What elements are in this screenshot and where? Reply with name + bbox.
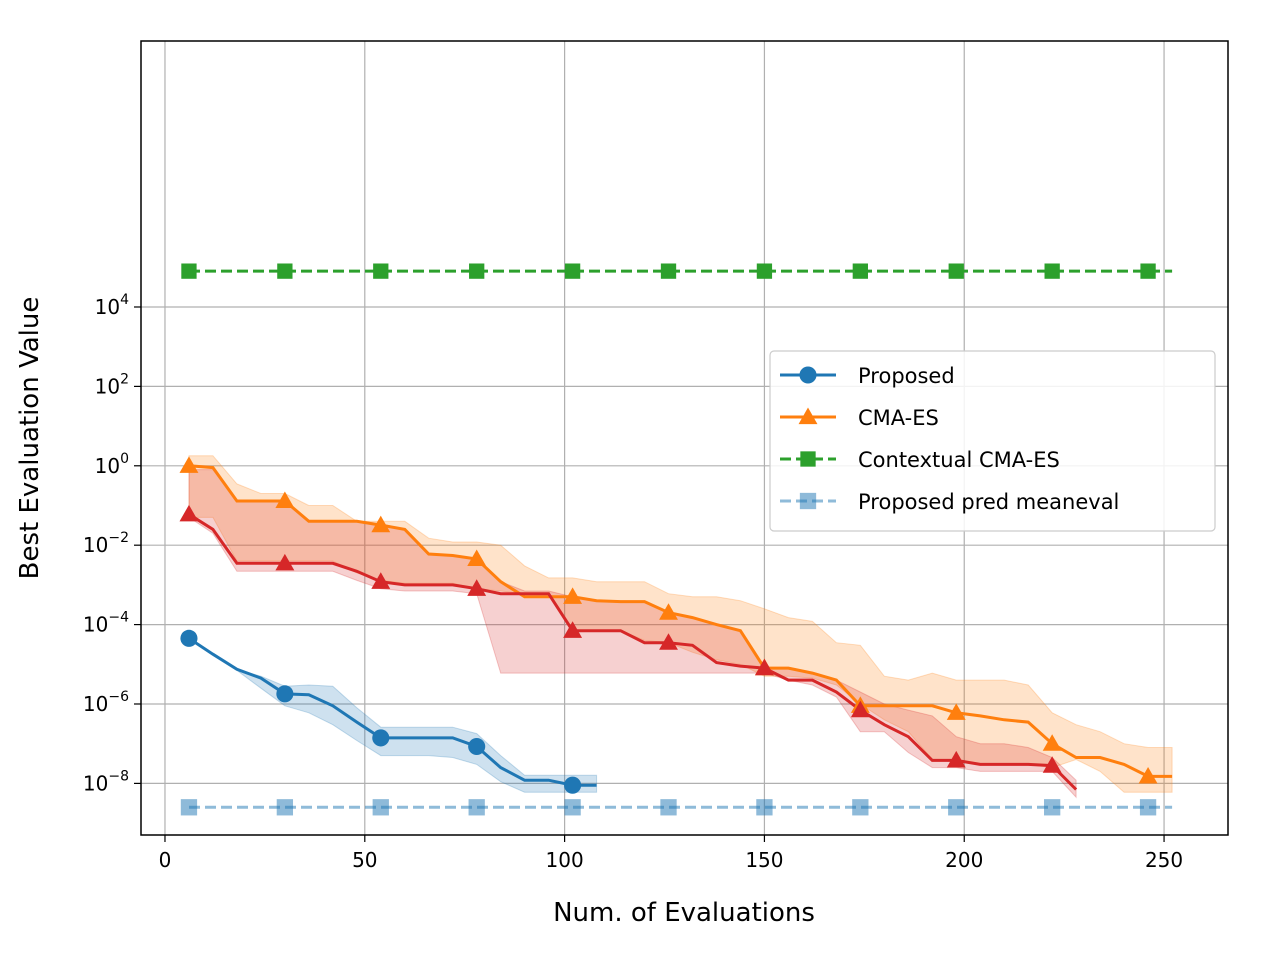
legend-marker — [800, 451, 816, 467]
data-point — [277, 263, 293, 279]
x-axis-title: Num. of Evaluations — [553, 898, 815, 928]
x-tick-label: 150 — [745, 848, 783, 872]
data-point — [371, 572, 391, 589]
data-point — [852, 799, 869, 816]
data-point — [373, 263, 389, 279]
legend-box — [769, 350, 1216, 532]
data-point — [468, 799, 485, 816]
data-point — [563, 587, 583, 604]
series-lines — [188, 269, 1173, 809]
data-point — [564, 776, 582, 794]
data-point — [850, 700, 870, 718]
data-point — [276, 799, 294, 816]
data-point — [469, 263, 485, 279]
data-point — [946, 750, 966, 768]
data-point — [1139, 799, 1157, 816]
data-point — [756, 263, 773, 279]
axes-frame — [140, 40, 1229, 836]
legend-label: Contextual CMA-ES — [858, 448, 1060, 472]
y-tick-label: 10−2 — [83, 530, 129, 557]
data-point — [1042, 756, 1062, 773]
data-point — [275, 491, 295, 509]
data-point — [371, 515, 391, 533]
data-point — [948, 799, 965, 816]
legend-label: CMA-ES — [858, 406, 939, 430]
data-point — [564, 263, 581, 279]
legend-label: Proposed — [858, 364, 955, 388]
data-point — [1044, 799, 1061, 816]
legend-label: Proposed pred meaneval — [858, 490, 1119, 514]
data-point — [179, 504, 199, 522]
data-point — [179, 456, 199, 473]
y-tick-label: 10−6 — [83, 689, 129, 716]
series-line — [188, 513, 1078, 791]
y-tick-label: 10−4 — [83, 610, 129, 637]
data-point — [1140, 263, 1156, 279]
data-point — [1044, 263, 1060, 279]
data-point — [181, 263, 197, 279]
y-axis: 10−8 10−6 10−4 10−2 100 102 104 — [83, 292, 141, 795]
data-point — [659, 633, 678, 650]
data-point — [756, 799, 773, 816]
data-point — [372, 729, 390, 747]
y-tick-label: 104 — [95, 292, 129, 319]
data-point — [1138, 766, 1158, 784]
data-point — [660, 263, 677, 279]
y-tick-label: 100 — [95, 451, 129, 478]
data-point — [563, 621, 583, 638]
data-point — [660, 799, 677, 816]
y-axis-title: Best Evaluation Value — [15, 297, 45, 580]
legend-marker — [799, 492, 817, 510]
legend-marker — [798, 407, 818, 425]
data-point — [275, 553, 295, 571]
grid — [141, 41, 1228, 835]
data-point — [946, 703, 966, 720]
data-point — [180, 799, 198, 816]
series-line — [188, 464, 1173, 778]
x-tick-label: 50 — [352, 848, 377, 872]
series-markers — [179, 263, 1158, 816]
data-point — [180, 629, 198, 647]
data-point — [659, 603, 678, 620]
data-point — [754, 658, 774, 676]
data-point — [948, 263, 964, 279]
data-point — [1042, 734, 1062, 751]
legend: Proposed CMA-ES Contextual CMA-ES Proposed … — [769, 350, 1216, 532]
data-point — [467, 579, 487, 596]
y-tick-label: 10−8 — [83, 768, 129, 795]
data-point — [372, 799, 389, 816]
data-point — [276, 685, 294, 703]
data-point — [467, 549, 487, 567]
data-point — [468, 737, 486, 756]
x-tick-label: 100 — [546, 848, 584, 872]
confidence-band — [188, 455, 1173, 793]
data-point — [564, 799, 581, 816]
x-axis: 0 50 100 150 200 250 — [159, 835, 1183, 872]
data-point — [852, 263, 868, 279]
y-tick-label: 102 — [95, 371, 129, 398]
legend-marker — [799, 366, 817, 384]
x-tick-label: 0 — [159, 848, 172, 872]
series-line — [188, 637, 597, 787]
x-tick-label: 250 — [1145, 848, 1183, 872]
x-tick-label: 200 — [945, 848, 983, 872]
